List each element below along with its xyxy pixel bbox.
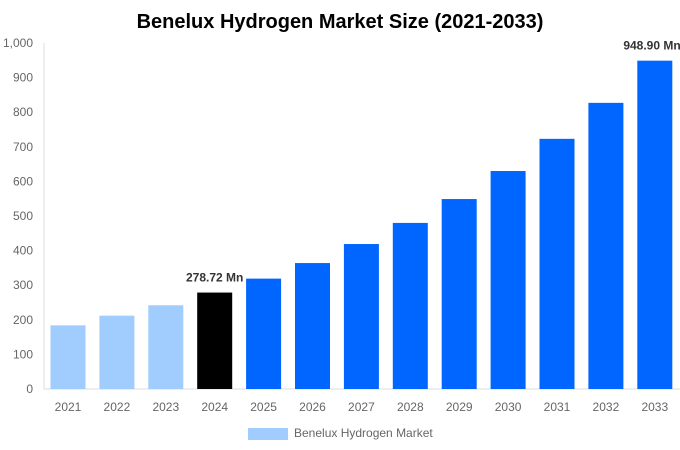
bar-2024 [197,292,233,389]
legend-label: Benelux Hydrogen Market [294,426,433,440]
y-tick-label: 400 [13,244,33,258]
x-tick-label: 2025 [250,400,277,414]
bar-2027 [343,244,379,389]
bar-2031 [539,138,575,389]
x-tick-label: 2027 [348,400,375,414]
x-tick-label: 2022 [104,400,131,414]
bar-2030 [490,171,526,389]
bar-2028 [392,222,428,389]
data-label-2033: 948.90 Mn [623,39,680,53]
bar-2025 [246,278,282,389]
y-tick-label: 500 [13,209,33,223]
x-tick-label: 2021 [55,400,82,414]
bar-2022 [99,315,135,389]
y-tick-label: 600 [13,174,33,188]
x-tick-label: 2033 [641,400,668,414]
x-tick-label: 2024 [201,400,228,414]
x-tick-label: 2031 [544,400,571,414]
y-tick-label: 700 [13,140,33,154]
y-tick-label: 900 [13,71,33,85]
chart-title: Benelux Hydrogen Market Size (2021-2033) [137,11,544,33]
y-tick-label: 100 [13,347,33,361]
y-tick-label: 300 [13,278,33,292]
x-tick-label: 2026 [299,400,326,414]
bar-2032 [588,102,624,389]
x-tick-label: 2032 [593,400,620,414]
bar-2029 [441,199,477,389]
y-tick-label: 200 [13,313,33,327]
y-tick-label: 1,000 [3,36,33,50]
bar-2021 [50,325,86,389]
x-tick-label: 2029 [446,400,473,414]
legend-swatch [248,428,288,440]
bar-2033 [637,60,673,389]
x-tick-label: 2023 [152,400,179,414]
bar-2026 [295,263,330,389]
data-label-2024: 278.72 Mn [186,271,243,285]
bar-2023 [148,305,184,389]
x-tick-label: 2028 [397,400,424,414]
y-tick-label: 0 [26,382,33,396]
x-tick-label: 2030 [495,400,522,414]
y-tick-label: 800 [13,105,33,119]
